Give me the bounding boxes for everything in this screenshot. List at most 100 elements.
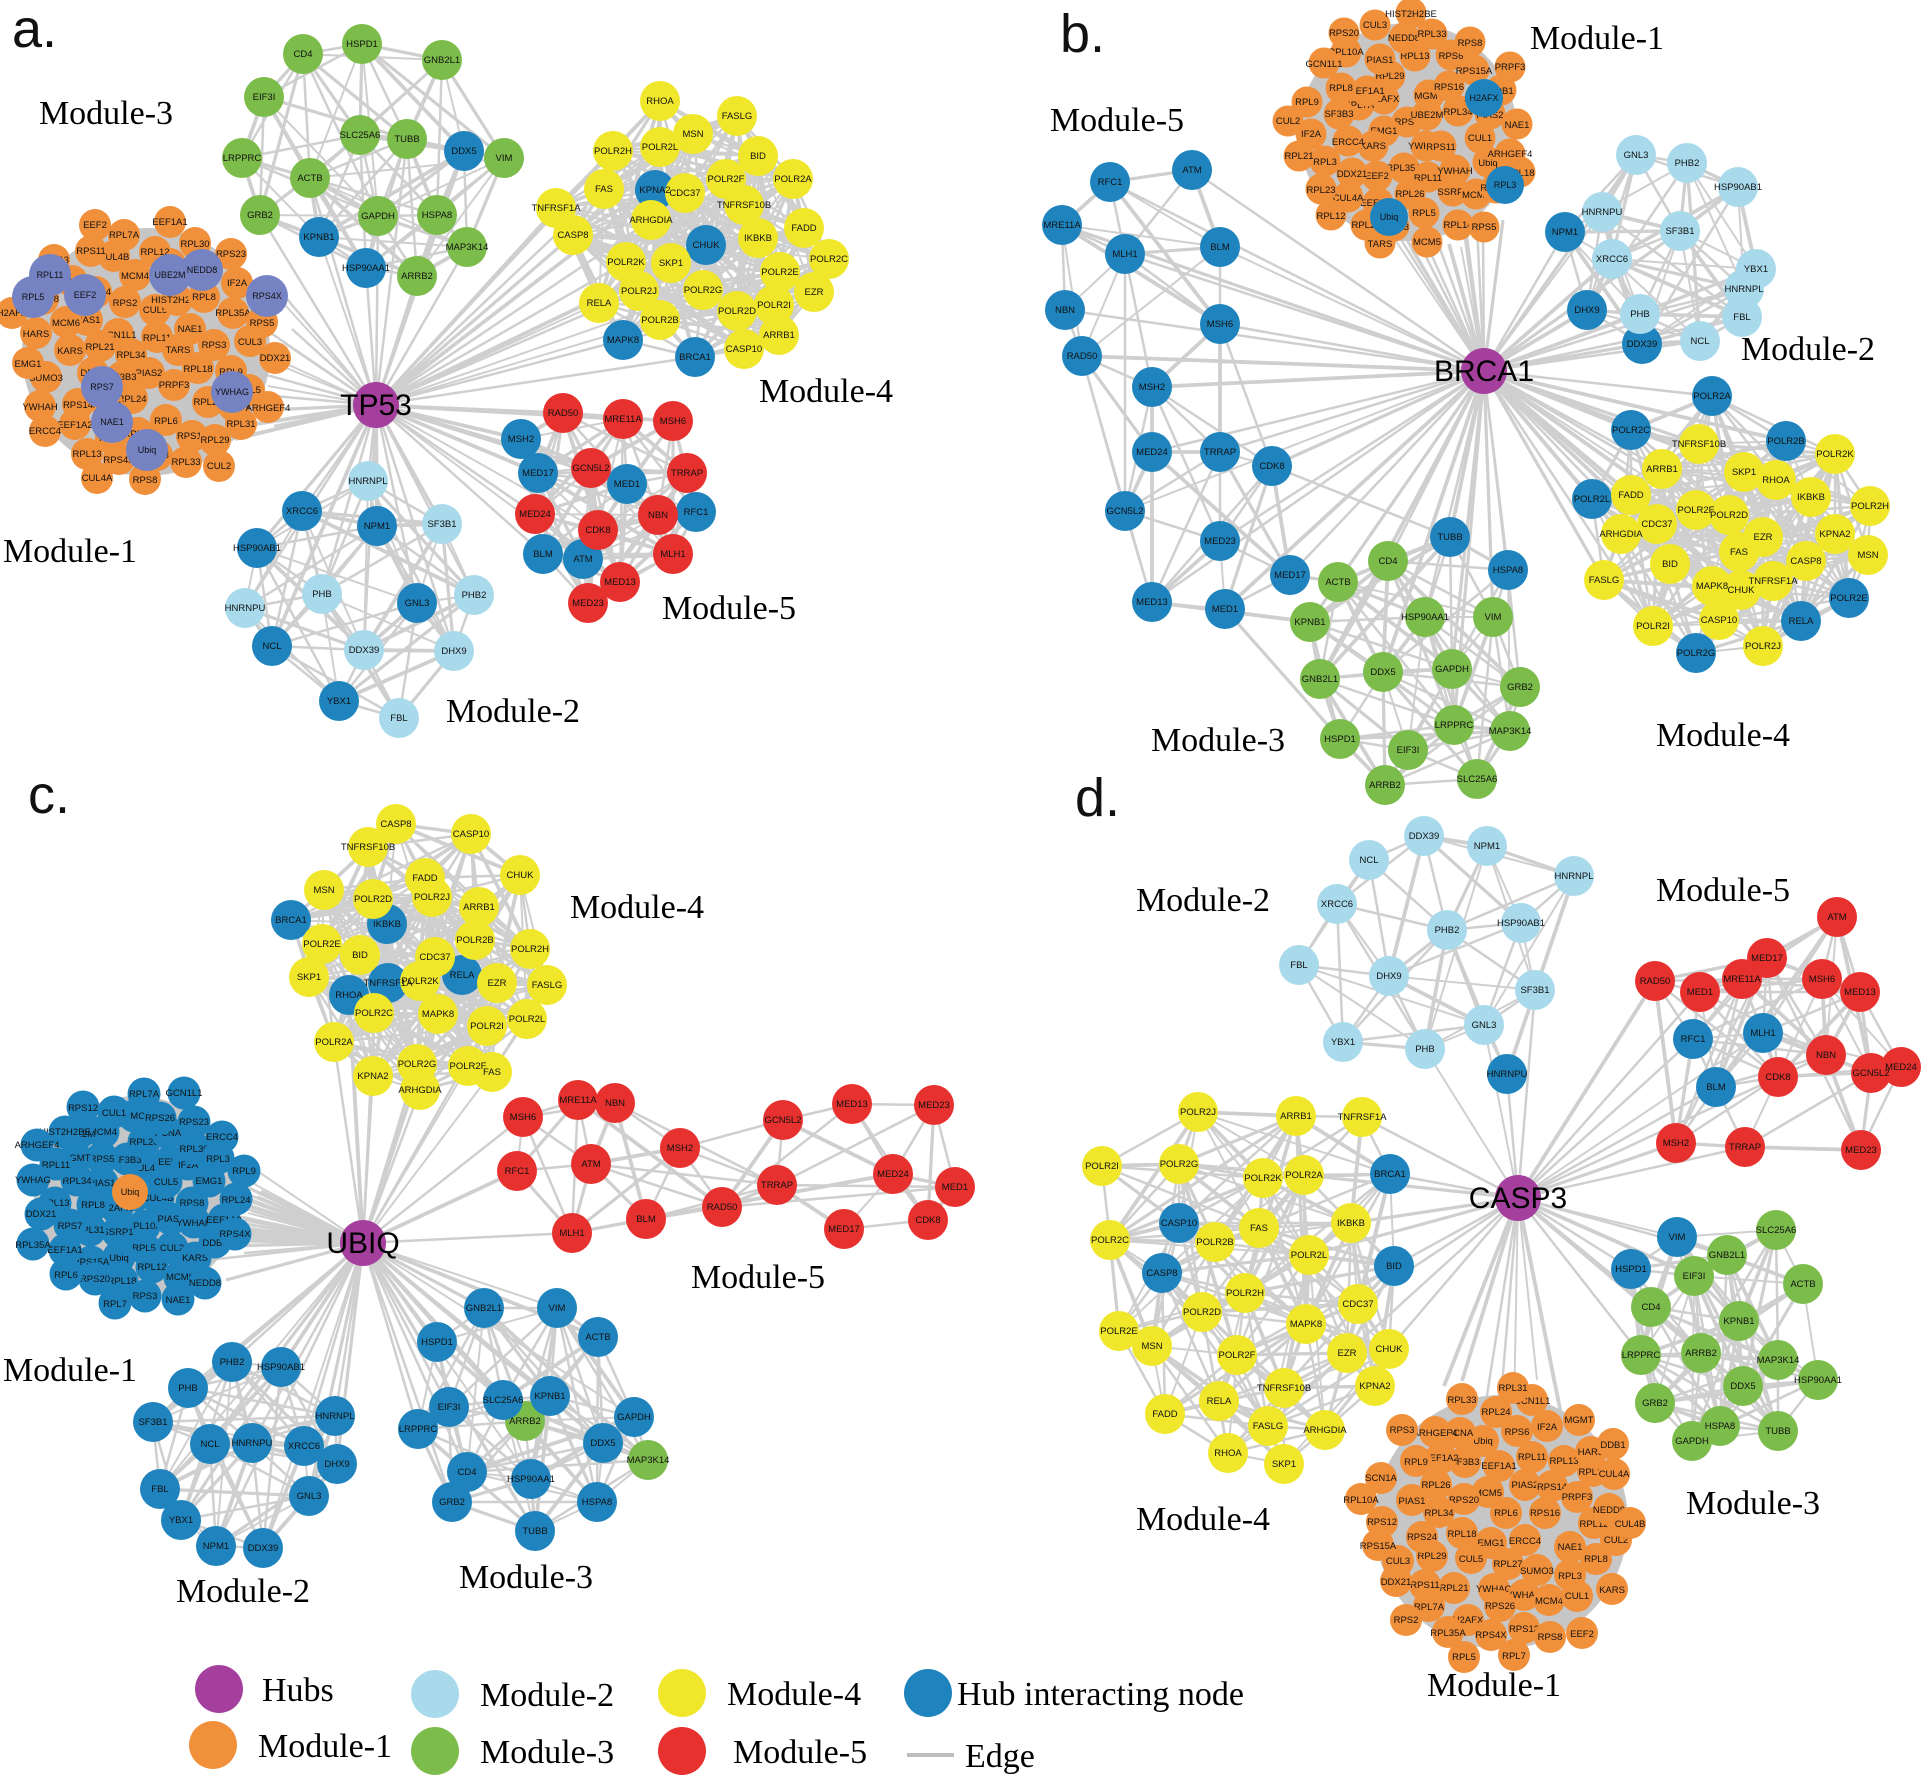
svg-text:RAD50: RAD50 <box>1640 976 1671 987</box>
svg-text:MCM5: MCM5 <box>1474 1488 1502 1499</box>
svg-text:CD4: CD4 <box>1641 1302 1660 1313</box>
svg-text:KPNA2: KPNA2 <box>357 1071 388 1082</box>
svg-text:CASP10: CASP10 <box>453 829 489 840</box>
svg-text:FAS: FAS <box>483 1067 501 1078</box>
svg-text:Module-1: Module-1 <box>1530 20 1664 57</box>
svg-text:CUL3: CUL3 <box>1363 20 1387 31</box>
svg-text:RPL26: RPL26 <box>1421 1480 1450 1491</box>
svg-text:RPL24: RPL24 <box>117 394 146 405</box>
svg-text:Module-5: Module-5 <box>662 590 796 627</box>
svg-text:POLR2B: POLR2B <box>1196 1237 1234 1248</box>
svg-text:POLR2I: POLR2I <box>1085 1161 1119 1172</box>
svg-text:DHX9: DHX9 <box>441 646 466 657</box>
svg-text:MED1: MED1 <box>942 1182 968 1193</box>
svg-text:KPNA2: KPNA2 <box>1359 1381 1390 1392</box>
svg-text:ATM: ATM <box>573 554 592 565</box>
svg-text:RPS7: RPS7 <box>1395 117 1420 128</box>
svg-text:TRRAP: TRRAP <box>671 468 703 479</box>
svg-text:CHUK: CHUK <box>507 870 535 881</box>
svg-text:NEDD8: NEDD8 <box>1388 33 1420 44</box>
svg-text:RPL33: RPL33 <box>1417 29 1446 40</box>
svg-text:EEF2: EEF2 <box>158 1157 182 1168</box>
svg-text:TARS: TARS <box>1368 239 1393 250</box>
svg-text:Ubiq: Ubiq <box>138 445 157 455</box>
svg-text:ARHGDIA: ARHGDIA <box>398 1085 442 1096</box>
svg-text:RPL29: RPL29 <box>1375 71 1404 82</box>
svg-text:DDX21: DDX21 <box>1381 1577 1412 1588</box>
svg-text:MGMT: MGMT <box>61 1153 90 1164</box>
svg-text:RPL14: RPL14 <box>1578 1467 1607 1478</box>
svg-text:MAPK8: MAPK8 <box>607 335 639 346</box>
svg-text:MED17: MED17 <box>828 1224 860 1235</box>
svg-text:RPL6: RPL6 <box>54 1270 78 1281</box>
svg-text:UBE2M: UBE2M <box>154 270 185 280</box>
svg-text:CASP8: CASP8 <box>380 819 411 830</box>
svg-text:RPL7: RPL7 <box>1502 1651 1526 1662</box>
svg-text:RPL8: RPL8 <box>1329 83 1353 94</box>
svg-text:RFC1: RFC1 <box>1681 1034 1706 1045</box>
svg-text:FASLG: FASLG <box>722 111 753 122</box>
svg-text:RPS26: RPS26 <box>1485 1601 1515 1612</box>
svg-text:POLR2F: POLR2F <box>1678 505 1715 516</box>
svg-text:HSPD1: HSPD1 <box>346 39 378 50</box>
svg-text:MSH6: MSH6 <box>1207 319 1233 330</box>
svg-text:IF2A: IF2A <box>1301 129 1322 140</box>
svg-text:RPL13: RPL13 <box>1549 1456 1578 1467</box>
svg-text:MED1: MED1 <box>1687 987 1713 998</box>
svg-text:POLR2H: POLR2H <box>1851 501 1889 512</box>
svg-text:YBX1: YBX1 <box>1331 1037 1355 1048</box>
svg-text:RPL34: RPL34 <box>1424 1508 1453 1519</box>
svg-text:TUBB: TUBB <box>394 134 419 145</box>
svg-text:CASP10: CASP10 <box>1161 1218 1197 1229</box>
svg-text:MED1: MED1 <box>614 479 640 490</box>
svg-text:SLC25A6: SLC25A6 <box>483 1395 524 1406</box>
svg-text:Module-1: Module-1 <box>258 1728 392 1765</box>
svg-text:POLR2F: POLR2F <box>1219 1350 1256 1361</box>
svg-text:RPL9: RPL9 <box>1295 97 1319 108</box>
svg-text:Hubs: Hubs <box>262 1672 334 1709</box>
svg-text:VIM: VIM <box>1669 1232 1686 1243</box>
svg-text:MCM4: MCM4 <box>121 271 149 282</box>
svg-text:RPS20: RPS20 <box>1449 1495 1479 1506</box>
svg-text:ARRB1: ARRB1 <box>763 330 795 341</box>
svg-text:MED17: MED17 <box>522 468 554 479</box>
svg-text:DDB1: DDB1 <box>202 1238 227 1249</box>
svg-text:NCL: NCL <box>262 641 281 652</box>
svg-text:ACTB: ACTB <box>297 173 322 184</box>
svg-text:DDB1: DDB1 <box>1600 1440 1625 1451</box>
svg-text:b.: b. <box>1060 4 1105 64</box>
svg-text:Ubiq: Ubiq <box>1478 158 1498 169</box>
svg-text:CDK8: CDK8 <box>1765 1072 1790 1083</box>
svg-text:POLR2E: POLR2E <box>1830 593 1868 604</box>
svg-text:CUL4B: CUL4B <box>99 252 130 263</box>
svg-text:IF2A: IF2A <box>178 1160 199 1171</box>
svg-text:RPL21: RPL21 <box>1439 1583 1468 1594</box>
svg-text:TNFRSF10B: TNFRSF10B <box>341 842 395 853</box>
svg-text:RPL24: RPL24 <box>221 1195 250 1206</box>
svg-text:GRB2: GRB2 <box>247 210 273 221</box>
svg-text:YWHAH: YWHAH <box>1437 166 1473 177</box>
svg-text:RPS4X: RPS4X <box>1475 1630 1507 1641</box>
svg-text:EMG1: EMG1 <box>1371 126 1398 137</box>
svg-text:EEF1A1: EEF1A1 <box>47 1245 82 1256</box>
svg-text:MSH2: MSH2 <box>1663 1138 1689 1149</box>
svg-text:MSH2: MSH2 <box>667 1143 693 1154</box>
svg-text:RPL8: RPL8 <box>192 292 216 303</box>
svg-text:PIAS2: PIAS2 <box>158 1214 185 1225</box>
svg-text:POLR2A: POLR2A <box>1285 1170 1323 1181</box>
svg-text:ARHGEF4: ARHGEF4 <box>15 1140 60 1151</box>
svg-text:NBN: NBN <box>1055 305 1075 316</box>
svg-text:Module-3: Module-3 <box>1151 722 1285 759</box>
svg-text:DDX5: DDX5 <box>1370 667 1395 678</box>
svg-text:POLR2F: POLR2F <box>708 174 745 185</box>
svg-text:ATM: ATM <box>1182 165 1201 176</box>
svg-text:SF3B1: SF3B1 <box>427 519 456 530</box>
svg-text:Hub interacting node: Hub interacting node <box>957 1676 1244 1713</box>
svg-text:GNB2L1: GNB2L1 <box>466 1303 502 1314</box>
svg-text:H2AFX: H2AFX <box>0 308 28 319</box>
svg-text:RHOA: RHOA <box>1762 475 1790 486</box>
svg-text:MED23: MED23 <box>572 598 604 609</box>
svg-text:RPS7: RPS7 <box>90 382 114 392</box>
svg-text:BLM: BLM <box>1706 1082 1726 1093</box>
svg-text:HSP90AA1: HSP90AA1 <box>507 1474 555 1485</box>
